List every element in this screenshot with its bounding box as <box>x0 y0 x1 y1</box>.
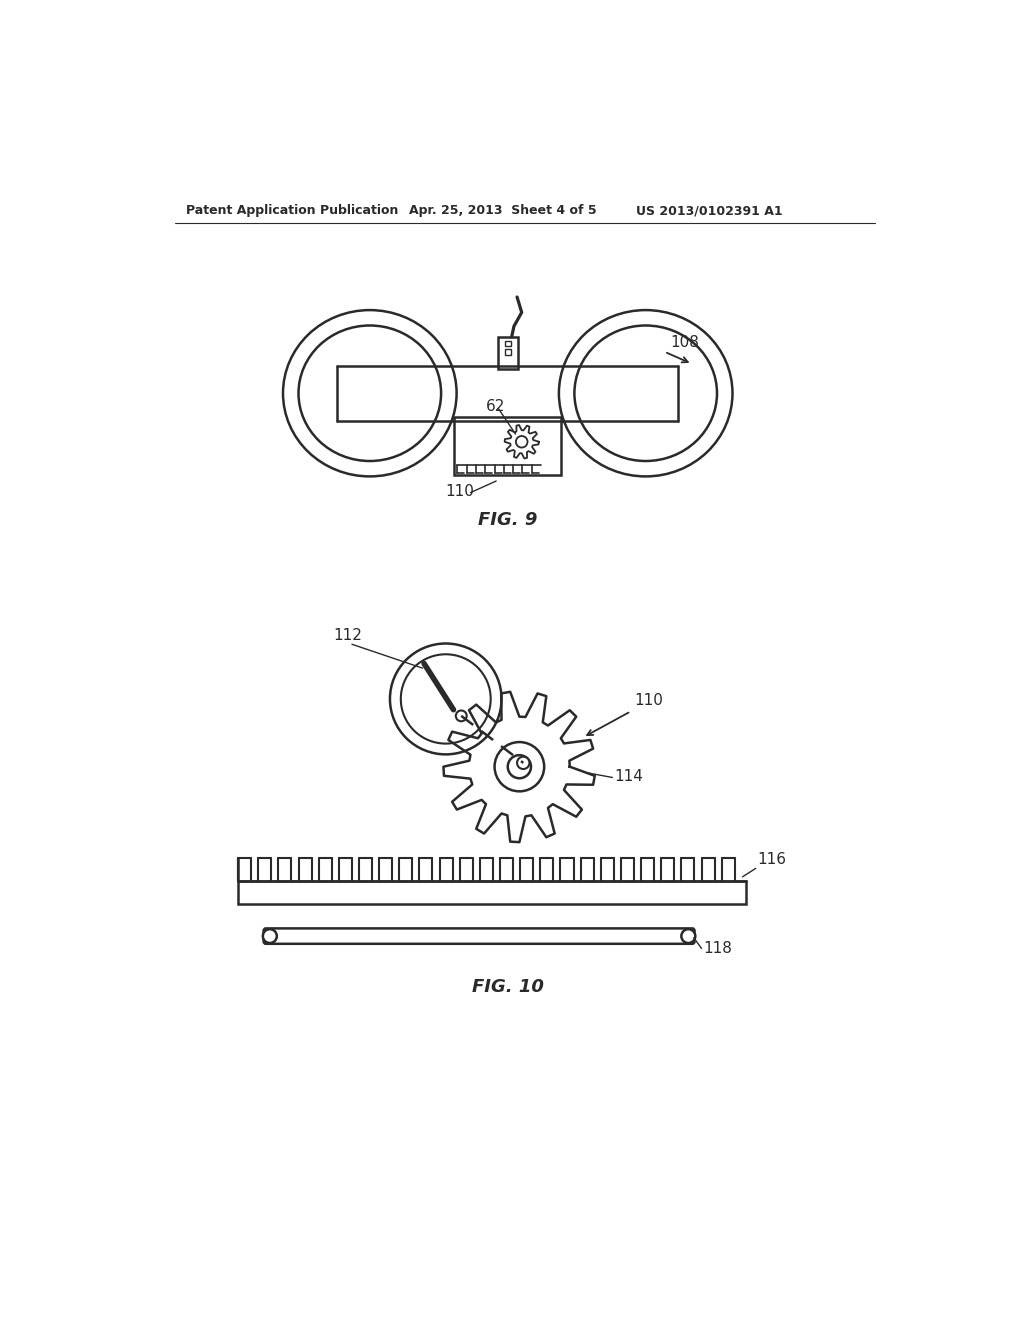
Bar <box>455 417 561 475</box>
Text: US 2013/0102391 A1: US 2013/0102391 A1 <box>636 205 782 218</box>
Bar <box>506 341 511 346</box>
Text: 108: 108 <box>671 335 699 350</box>
Circle shape <box>508 755 531 779</box>
Circle shape <box>400 655 490 743</box>
Ellipse shape <box>299 326 441 461</box>
Bar <box>498 337 518 370</box>
Bar <box>238 880 746 904</box>
Text: 116: 116 <box>758 851 786 867</box>
Circle shape <box>681 929 695 942</box>
Ellipse shape <box>559 310 732 477</box>
Text: Patent Application Publication: Patent Application Publication <box>186 205 398 218</box>
Text: 112: 112 <box>334 627 362 643</box>
Text: 110: 110 <box>445 484 475 499</box>
Circle shape <box>390 644 502 755</box>
Circle shape <box>516 436 527 447</box>
Ellipse shape <box>574 326 717 461</box>
Circle shape <box>495 742 544 792</box>
Circle shape <box>517 756 529 770</box>
Bar <box>506 350 511 355</box>
Circle shape <box>263 929 276 942</box>
Text: Apr. 25, 2013  Sheet 4 of 5: Apr. 25, 2013 Sheet 4 of 5 <box>409 205 596 218</box>
Text: 114: 114 <box>614 768 643 784</box>
Text: 62: 62 <box>486 399 506 414</box>
Text: FIG. 10: FIG. 10 <box>472 978 544 995</box>
FancyBboxPatch shape <box>263 928 694 944</box>
Ellipse shape <box>283 310 457 477</box>
Text: FIG. 9: FIG. 9 <box>478 511 538 529</box>
Text: 118: 118 <box>703 941 732 956</box>
Circle shape <box>456 710 467 721</box>
Text: 110: 110 <box>634 693 663 708</box>
